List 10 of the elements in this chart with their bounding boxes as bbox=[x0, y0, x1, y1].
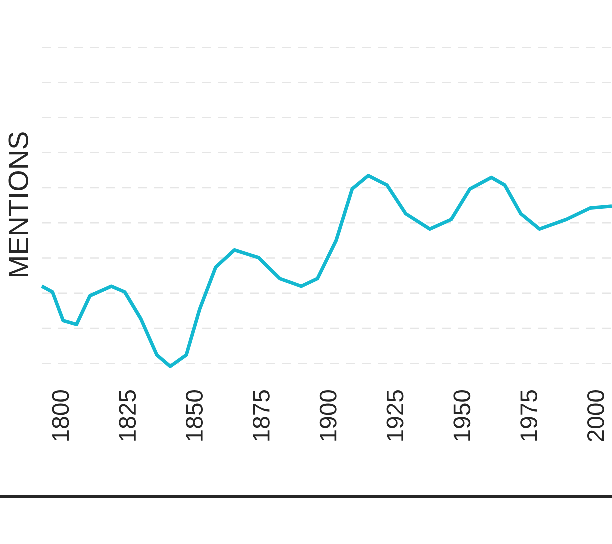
x-tick-label: 2000 bbox=[588, 390, 604, 442]
x-tick-label: 1950 bbox=[454, 390, 471, 441]
x-tick-label: 1900 bbox=[320, 390, 337, 441]
x-tick-label: 1975 bbox=[520, 390, 538, 441]
x-tick-label: 1825 bbox=[119, 390, 136, 441]
x-tick-label: 1925 bbox=[386, 390, 404, 441]
x-tick-label: 1850 bbox=[186, 390, 204, 441]
x-tick-label: 1800 bbox=[52, 390, 70, 441]
x-tick-label: 1875 bbox=[252, 390, 270, 441]
y-axis-title: MENTIONS bbox=[8, 132, 28, 276]
